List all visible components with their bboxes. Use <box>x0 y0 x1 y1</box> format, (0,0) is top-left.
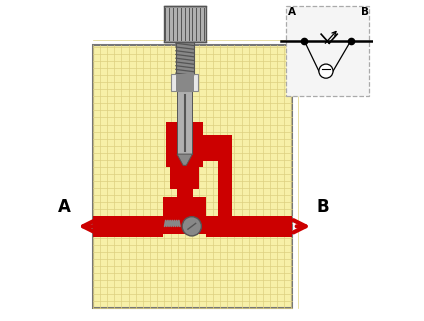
Bar <box>176 74 193 91</box>
Text: A: A <box>58 198 71 216</box>
Bar <box>93 45 292 308</box>
Bar <box>206 216 292 237</box>
Circle shape <box>182 217 201 236</box>
Bar <box>170 167 199 189</box>
Text: B: B <box>361 7 369 17</box>
Bar <box>286 6 369 96</box>
Circle shape <box>319 64 333 78</box>
Bar <box>177 91 192 154</box>
Bar <box>93 216 163 237</box>
Bar <box>171 74 198 91</box>
Bar <box>163 197 206 234</box>
Bar <box>203 135 232 160</box>
Bar <box>218 135 232 218</box>
Bar <box>176 42 193 75</box>
Text: B: B <box>316 198 329 216</box>
Bar <box>164 6 206 42</box>
Polygon shape <box>177 154 192 165</box>
Bar <box>166 122 203 167</box>
Bar <box>177 189 193 197</box>
Text: A: A <box>287 7 296 17</box>
